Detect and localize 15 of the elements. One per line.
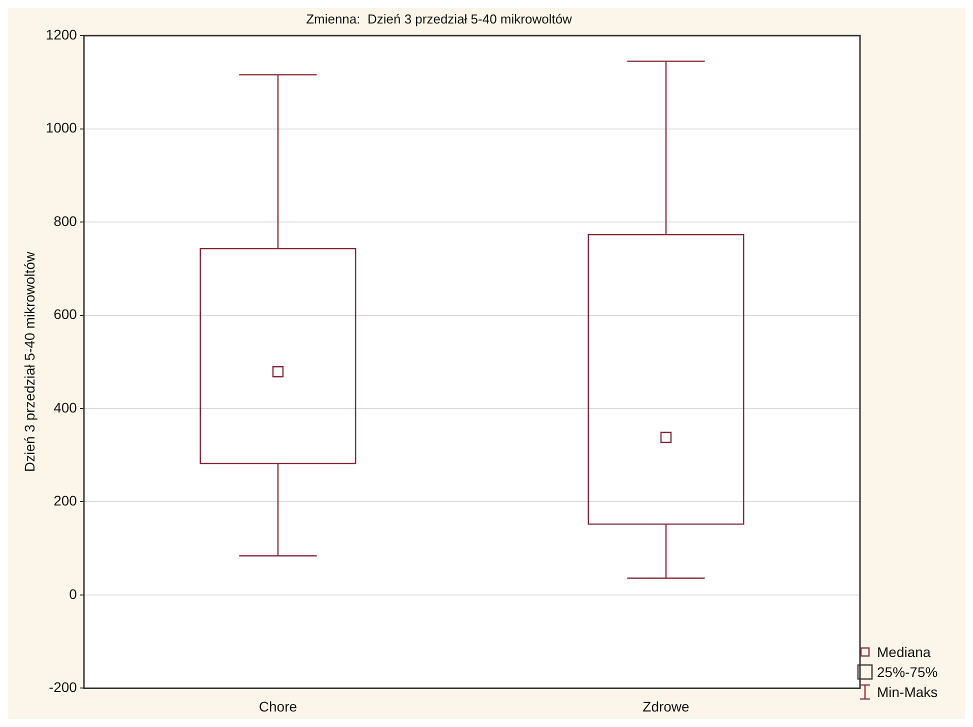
y-tick-label: 0 <box>69 586 78 602</box>
text: 25%-75% <box>877 664 938 680</box>
y-tick-label: -200 <box>48 679 78 696</box>
x-tick-label: Chore <box>258 698 298 714</box>
y-tick-label: 600 <box>54 306 78 322</box>
y-axis-title: Dzień 3 przedział 5-40 mikrowoltów <box>21 250 38 472</box>
text: Mediana <box>877 644 931 660</box>
chart-title: Zmienna: Dzień 3 przedział 5-40 mikrowoltów <box>306 11 573 26</box>
y-tick-label: 1200 <box>46 26 78 42</box>
y-tick-label: 1000 <box>46 120 78 136</box>
y-tick-label: 200 <box>54 492 78 509</box>
x-tick-label: Zdrowe <box>642 698 690 714</box>
y-tick-label: 400 <box>54 399 78 416</box>
y-tick-label: 800 <box>54 212 78 229</box>
text: Min-Maks <box>877 684 938 700</box>
